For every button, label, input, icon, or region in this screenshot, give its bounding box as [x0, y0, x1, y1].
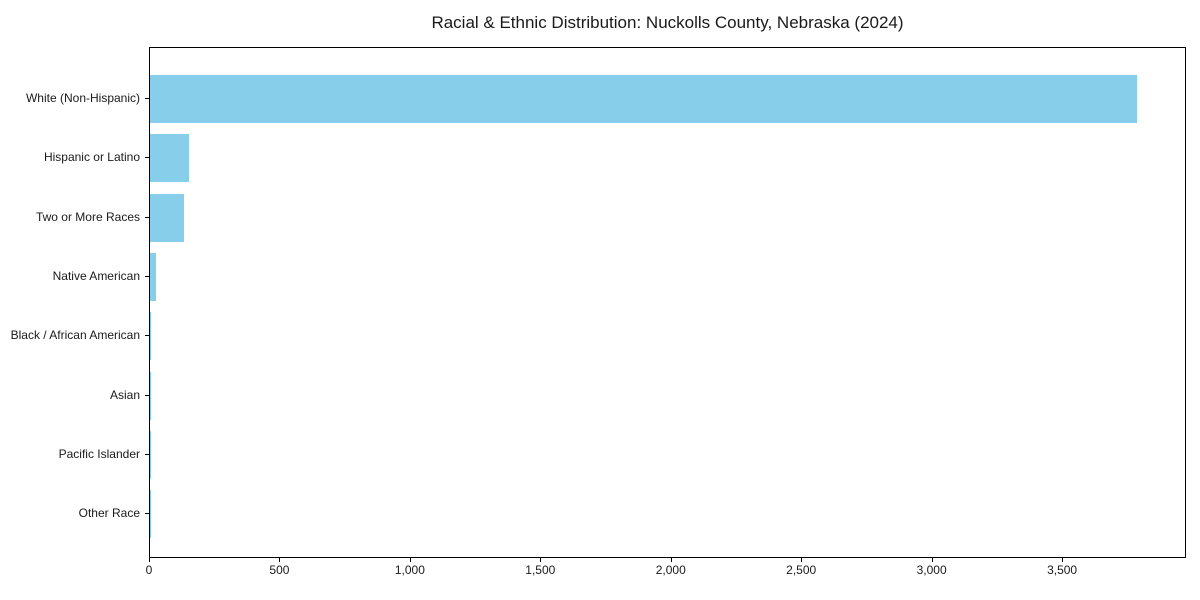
x-tick-mark — [670, 558, 672, 562]
y-tick-mark — [145, 335, 149, 337]
x-tick-mark — [409, 558, 411, 562]
x-tick-label-1-000: 1,000 — [394, 563, 425, 577]
bar-native-american — [150, 252, 156, 301]
x-tick-mark — [149, 558, 150, 562]
x-tick-mark — [931, 558, 933, 562]
bar-black-african-american — [150, 312, 152, 361]
y-tick-mark — [145, 216, 149, 218]
bar-two-or-more-races — [150, 193, 184, 242]
y-tick-mark — [145, 275, 149, 277]
y-tick-label-white-non-hispanic: White (Non-Hispanic) — [25, 91, 140, 105]
y-tick-label-native-american: Native American — [52, 268, 140, 283]
y-tick-label-black-african-american: Black / African American — [10, 328, 140, 343]
y-tick-label-pacific-islander: Pacific Islander — [58, 446, 140, 461]
x-tick-label-0: 0 — [145, 563, 153, 577]
bar-white-non-hispanic — [150, 75, 1138, 123]
y-tick-mark — [145, 394, 149, 396]
x-tick-label-3-000: 3,000 — [916, 563, 947, 577]
y-tick-mark — [145, 98, 149, 99]
x-tick-label-1-500: 1,500 — [525, 563, 556, 577]
x-tick-mark — [801, 558, 803, 562]
y-tick-mark — [145, 453, 149, 455]
x-tick-label-3-500: 3,500 — [1047, 563, 1078, 577]
y-tick-label-asian: Asian — [109, 387, 140, 402]
bar-asian — [150, 371, 151, 420]
x-tick-mark — [279, 558, 281, 562]
y-tick-mark — [145, 513, 149, 515]
x-tick-label-2-000: 2,000 — [655, 563, 686, 577]
chart-title: Racial & Ethnic Distribution: Nuckolls C… — [431, 13, 904, 32]
bar-hispanic-or-latino — [150, 134, 190, 183]
y-tick-label-hispanic-or-latino: Hispanic or Latino — [43, 150, 140, 165]
x-tick-mark — [1062, 558, 1064, 562]
y-tick-mark — [145, 157, 149, 159]
x-tick-label-500: 500 — [269, 563, 290, 577]
y-tick-label-other-race: Other Race — [78, 506, 140, 521]
x-tick-mark — [540, 558, 542, 562]
y-tick-label-two-or-more-races: Two or More Races — [35, 209, 140, 224]
x-tick-label-2-500: 2,500 — [786, 563, 817, 577]
plot-area — [149, 47, 1186, 558]
